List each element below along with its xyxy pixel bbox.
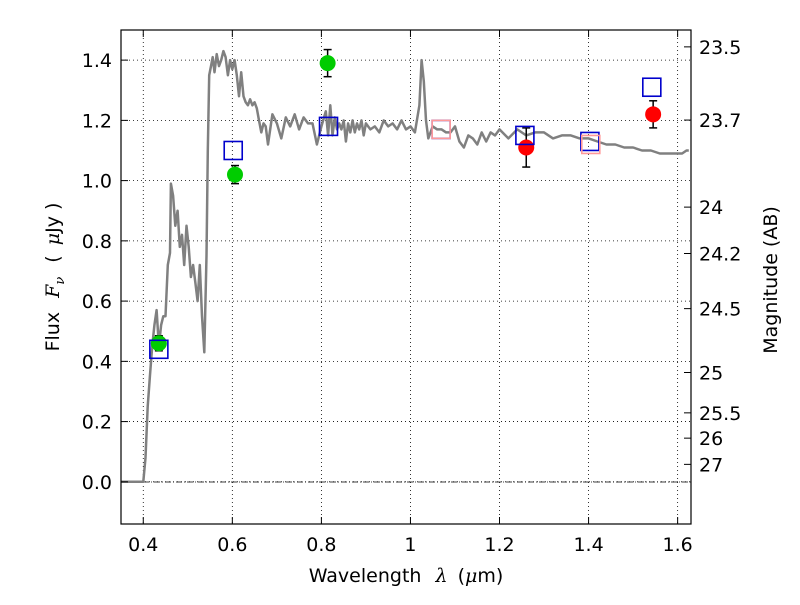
magnitude-tick-label: 24 — [699, 197, 723, 219]
y2-axis-title: Magnitude (AB) — [760, 206, 782, 354]
plot-frame — [120, 29, 692, 525]
y-tick-label: 1.2 — [82, 110, 112, 132]
magnitude-tick-label: 23.7 — [699, 110, 741, 132]
model-flux-square — [149, 339, 169, 360]
model-flux-square — [515, 125, 535, 146]
magnitude-tick-label: 24.5 — [699, 299, 741, 321]
magnitude-tick-label: 23.5 — [699, 37, 741, 59]
y-tick-label: 1.4 — [82, 50, 112, 72]
magnitude-tick-label: 25 — [699, 362, 723, 384]
model-flux-square — [642, 77, 662, 98]
x-axis-title: Wavelength λ (μm) — [309, 565, 504, 587]
observed-flux-point — [319, 55, 336, 72]
model-flux-square — [431, 119, 451, 140]
x-tick-label: 1.4 — [573, 534, 603, 556]
observed-flux-point — [645, 106, 662, 123]
y-axis-title: Flux Fν ( μJy ) — [42, 203, 69, 352]
model-flux-square — [580, 131, 600, 152]
model-flux-square — [581, 134, 601, 155]
observed-flux-point — [227, 166, 243, 183]
x-tick-label: 1 — [404, 534, 416, 556]
x-tick-label: 0.8 — [306, 534, 336, 556]
y-tick-label: 0.6 — [82, 291, 112, 313]
magnitude-tick-labels: 23.5 23.7 24 24.2 24.5 25 25.5 26 27 — [699, 37, 741, 476]
observed-flux-point — [518, 139, 535, 156]
x-tick-label: 1.6 — [663, 534, 693, 556]
observed-flux-point — [150, 335, 167, 352]
magnitude-tick-label: 27 — [699, 454, 723, 476]
model-spectrum-layer — [121, 49, 689, 484]
y-tick-label: 0.0 — [82, 472, 112, 494]
y-tick-label: 1.0 — [82, 171, 112, 193]
model-spectrum-line — [121, 49, 689, 484]
y-tick-label: 0.8 — [82, 231, 112, 253]
model-flux-square — [223, 140, 244, 161]
y-tick-labels: 0.0 0.2 0.4 0.6 0.8 1.0 1.2 1.4 — [82, 50, 112, 494]
x-tick-label: 0.6 — [217, 534, 247, 556]
tick-marks — [121, 30, 691, 524]
x-tick-label: 1.2 — [484, 534, 514, 556]
y-tick-label: 0.4 — [82, 351, 112, 373]
model-flux-square — [318, 116, 339, 137]
x-tick-label: 0.4 — [128, 534, 158, 556]
grid-lines — [121, 30, 691, 524]
magnitude-tick-label: 25.5 — [699, 403, 741, 425]
photometry-layer — [149, 48, 662, 360]
magnitude-tick-label: 24.2 — [699, 244, 741, 266]
magnitude-tick-label: 26 — [699, 428, 723, 450]
y-tick-label: 0.2 — [82, 412, 112, 434]
x-tick-labels: 0.4 0.6 0.8 1 1.2 1.4 1.6 — [128, 534, 693, 556]
